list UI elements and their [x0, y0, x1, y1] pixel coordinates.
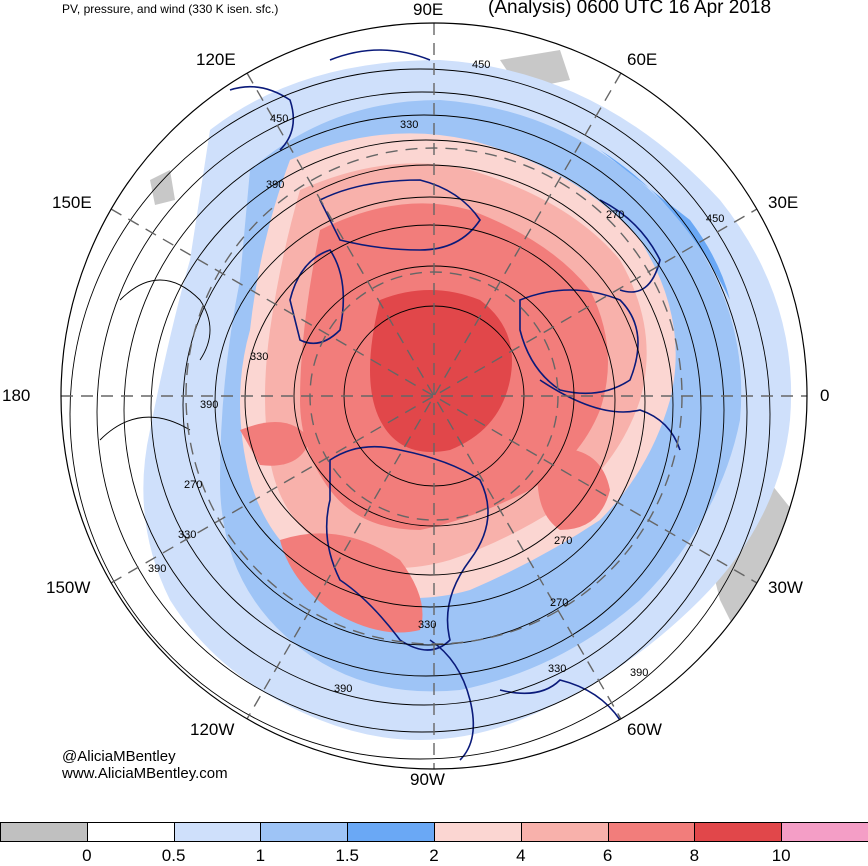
contour-label: 390	[334, 683, 352, 695]
colorbar-segment	[434, 822, 522, 842]
longitude-label: 120W	[190, 720, 235, 739]
credit-url: www.AliciaMBentley.com	[62, 765, 228, 782]
colorbar-tick-label: 10	[771, 846, 791, 865]
credit-handle: @AliciaMBentley	[62, 748, 176, 765]
contour-label: 390	[148, 563, 166, 575]
colorbar-segment	[781, 822, 868, 842]
map-border	[60, 22, 808, 770]
contour-label: 270	[184, 479, 202, 491]
colorbar	[0, 822, 868, 844]
colorbar-tick-label: 4	[516, 846, 526, 865]
contour-label: 270	[554, 535, 572, 547]
contour-label: 330	[250, 351, 268, 363]
colorbar-segment	[520, 822, 609, 842]
contour-label: 270	[606, 209, 624, 221]
longitude-label: 150E	[52, 193, 92, 212]
longitude-label: 0	[820, 386, 830, 405]
longitude-label: 90E	[413, 0, 444, 19]
colorbar-tick-label: 0.5	[161, 846, 186, 865]
longitude-label: 120E	[196, 50, 236, 69]
longitude-label: 90W	[410, 770, 445, 789]
colorbar-segment	[347, 822, 435, 842]
map-subtitle: PV, pressure, and wind (330 K isen. sfc.…	[62, 2, 279, 16]
colorbar-tick-label: 1	[255, 846, 266, 865]
colorbar-tick-label: 6	[602, 846, 613, 865]
colorbar-segment	[607, 822, 696, 842]
graticule	[61, 23, 807, 769]
pv-map: 450 450 330 390 330 390 270 450 270 330 …	[60, 22, 808, 770]
colorbar-tick-label: 2	[429, 846, 439, 865]
contour-label: 330	[548, 663, 566, 675]
colorbar-segment	[173, 822, 262, 842]
contour-label: 330	[400, 119, 418, 131]
contour-label: 450	[472, 59, 490, 71]
longitude-label: 30W	[768, 578, 803, 597]
contour-label: 390	[630, 667, 648, 679]
longitude-label: 60E	[627, 50, 658, 69]
longitude-label: 180	[2, 386, 31, 405]
longitude-label: 150W	[46, 578, 91, 597]
contour-label: 270	[550, 597, 568, 609]
map-title: (Analysis) 0600 UTC 16 Apr 2018	[488, 0, 772, 18]
longitude-label: 60W	[627, 720, 662, 739]
contour-label: 330	[178, 529, 196, 541]
contour-label: 330	[418, 619, 436, 631]
colorbar-segment	[0, 822, 88, 842]
contour-label: 390	[200, 399, 218, 411]
contour-label: 450	[706, 213, 724, 225]
colorbar-segment	[694, 822, 783, 842]
colorbar-tick-label: 1.5	[335, 846, 360, 865]
colorbar-tick-label: 8	[689, 846, 700, 865]
colorbar-segment	[86, 822, 175, 842]
colorbar-tick-label: 0	[82, 846, 92, 865]
contour-labels: 450 450 330 390 330 390 270 450 270 330 …	[148, 59, 724, 695]
longitude-label: 30E	[768, 193, 799, 212]
contour-label: 390	[266, 179, 284, 191]
contour-label: 450	[270, 113, 288, 125]
coastlines	[229, 49, 681, 761]
colorbar-segment	[260, 822, 349, 842]
